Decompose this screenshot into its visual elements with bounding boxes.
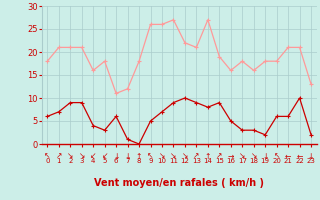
Text: ↘: ↘: [170, 152, 177, 161]
Text: ↓: ↓: [262, 152, 268, 161]
Text: ↘: ↘: [159, 152, 165, 161]
X-axis label: Vent moyen/en rafales ( km/h ): Vent moyen/en rafales ( km/h ): [94, 178, 264, 188]
Text: ←: ←: [296, 152, 303, 161]
Text: ↖: ↖: [147, 152, 154, 161]
Text: ↙: ↙: [101, 152, 108, 161]
Text: ↘: ↘: [67, 152, 74, 161]
Text: ↗: ↗: [193, 152, 200, 161]
Text: ↓: ↓: [113, 152, 119, 161]
Text: ↘: ↘: [182, 152, 188, 161]
Text: ↑: ↑: [136, 152, 142, 161]
Text: ←: ←: [285, 152, 291, 161]
Text: ↘: ↘: [78, 152, 85, 161]
Text: →: →: [228, 152, 234, 161]
Text: ↙: ↙: [90, 152, 96, 161]
Text: ↓: ↓: [124, 152, 131, 161]
Text: ↘: ↘: [251, 152, 257, 161]
Text: ↑: ↑: [205, 152, 211, 161]
Text: ↖: ↖: [44, 152, 51, 161]
Text: ↓: ↓: [308, 152, 314, 161]
Text: ↗: ↗: [56, 152, 62, 161]
Text: ↗: ↗: [216, 152, 222, 161]
Text: ↖: ↖: [274, 152, 280, 161]
Text: ↘: ↘: [239, 152, 245, 161]
